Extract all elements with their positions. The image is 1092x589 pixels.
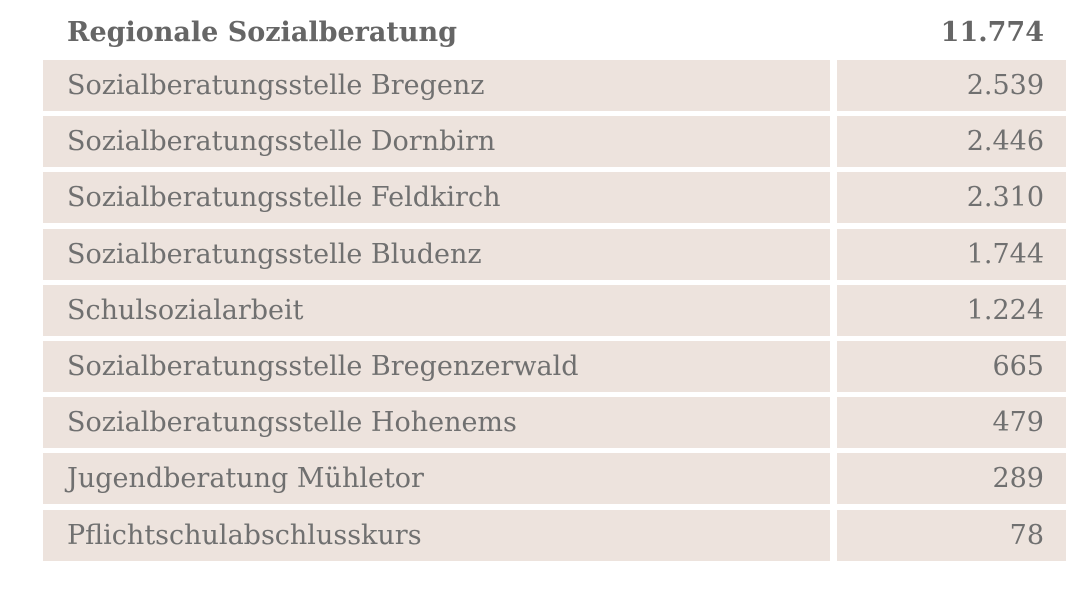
row-label: Sozialberatungsstelle Feldkirch: [43, 172, 830, 224]
table-row: Jugendberatung Mühletor 289: [43, 453, 1066, 505]
table-header-row: Regionale Sozialberatung 11.774: [43, 4, 1066, 60]
row-value: 1.744: [837, 228, 1066, 280]
row-label: Schulsozialarbeit: [43, 284, 830, 336]
table-row: Sozialberatungsstelle Bregenzerwald 665: [43, 340, 1066, 392]
row-label: Sozialberatungsstelle Bludenz: [43, 228, 830, 280]
header-label: Regionale Sozialberatung: [67, 16, 457, 48]
row-value: 665: [837, 340, 1066, 392]
table-row: Sozialberatungsstelle Bregenz 2.539: [43, 60, 1066, 111]
table-row: Sozialberatungsstelle Bludenz 1.744: [43, 228, 1066, 280]
row-value: 289: [837, 453, 1066, 505]
row-value: 2.539: [837, 60, 1066, 111]
row-value: 1.224: [837, 284, 1066, 336]
row-label: Pflichtschulabschlusskurs: [43, 509, 830, 561]
table-row: Pflichtschulabschlusskurs 78: [43, 509, 1066, 561]
row-label: Sozialberatungsstelle Bregenz: [43, 60, 830, 111]
row-value: 2.310: [837, 172, 1066, 224]
row-label: Sozialberatungsstelle Hohenems: [43, 397, 830, 449]
statistics-table: Regionale Sozialberatung 11.774 Sozialbe…: [43, 4, 1066, 566]
table-row: Sozialberatungsstelle Hohenems 479: [43, 397, 1066, 449]
row-label: Sozialberatungsstelle Bregenzerwald: [43, 340, 830, 392]
header-value: 11.774: [940, 16, 1044, 48]
row-label: Sozialberatungsstelle Dornbirn: [43, 116, 830, 168]
row-value: 479: [837, 397, 1066, 449]
row-value: 2.446: [837, 116, 1066, 168]
table-row: Schulsozialarbeit 1.224: [43, 284, 1066, 336]
table-row: Sozialberatungsstelle Feldkirch 2.310: [43, 172, 1066, 224]
row-label: Jugendberatung Mühletor: [43, 453, 830, 505]
row-value: 78: [837, 509, 1066, 561]
table-row: Sozialberatungsstelle Dornbirn 2.446: [43, 116, 1066, 168]
